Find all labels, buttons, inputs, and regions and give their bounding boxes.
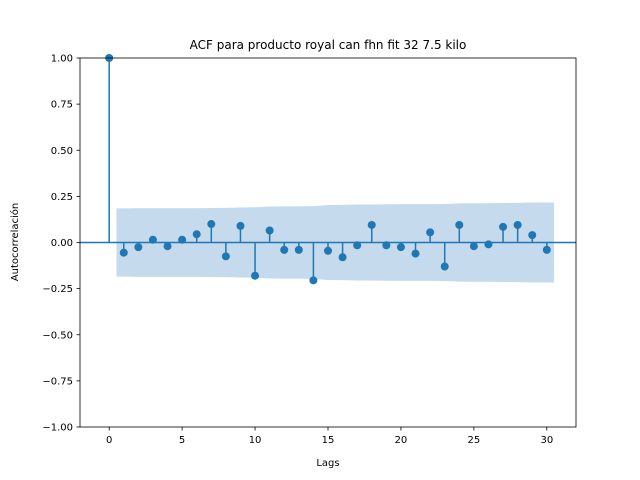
acf-point [484, 240, 493, 249]
acf-point [455, 220, 464, 229]
acf-point [294, 245, 303, 254]
x-tick-label: 5 [179, 435, 185, 446]
acf-point [382, 241, 391, 250]
acf-point [265, 226, 274, 235]
acf-point [542, 245, 551, 254]
x-ticks: 0 5 10 15 20 25 30 [106, 427, 553, 446]
x-tick-label: 15 [322, 435, 335, 446]
y-tick-label: −0.25 [42, 284, 73, 295]
chart-title: ACF para producto royal can fhn fit 32 7… [190, 38, 467, 52]
acf-point [251, 271, 260, 280]
marker-layer [105, 54, 551, 285]
acf-point [513, 220, 522, 229]
acf-point [148, 235, 157, 244]
x-tick-label: 30 [540, 435, 553, 446]
acf-point [353, 241, 362, 250]
acf-point [411, 249, 420, 258]
acf-point [440, 262, 449, 271]
acf-point [469, 242, 478, 251]
acf-point [499, 222, 508, 231]
acf-point [163, 242, 172, 251]
acf-point [338, 253, 347, 262]
x-tick-label: 10 [249, 435, 262, 446]
acf-point [367, 220, 376, 229]
acf-point [528, 231, 537, 240]
y-axis-label: Autocorrelación [9, 203, 21, 281]
acf-point [280, 245, 289, 254]
y-tick-label: −0.50 [42, 330, 73, 341]
acf-point [426, 228, 435, 237]
acf-point [236, 221, 245, 230]
acf-point [324, 246, 332, 255]
acf-point [192, 230, 201, 239]
acf-point [221, 252, 230, 261]
acf-point [207, 220, 216, 229]
y-tick-label: −1.00 [42, 423, 73, 434]
acf-point [119, 248, 128, 257]
acf-point [309, 276, 318, 285]
acf-point [396, 243, 405, 252]
x-tick-label: 20 [395, 435, 408, 446]
y-tick-label: −0.75 [42, 376, 73, 387]
x-tick-label: 0 [106, 435, 112, 446]
acf-point [134, 243, 143, 252]
y-ticks: −1.00 −0.75 −0.50 −0.25 0.00 0.25 0.50 0.75 1.00 [42, 54, 80, 434]
y-tick-label: 1.00 [51, 54, 73, 65]
y-tick-label: 0.75 [51, 100, 73, 111]
x-axis-label: Lags [316, 458, 339, 469]
acf-point [178, 235, 187, 244]
x-tick-label: 25 [468, 435, 481, 446]
y-tick-label: 0.00 [51, 238, 73, 249]
y-tick-label: 0.50 [51, 146, 73, 157]
y-tick-label: 0.25 [51, 192, 73, 203]
